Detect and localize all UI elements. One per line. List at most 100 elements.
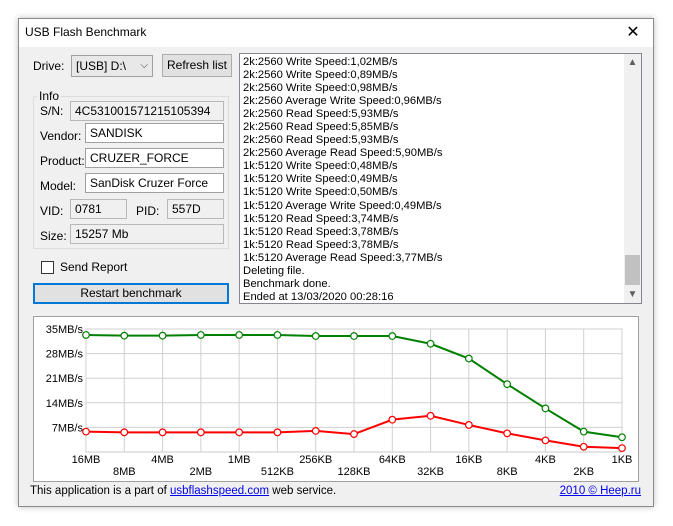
series-1-point (273, 428, 282, 437)
log-line: 2k:2560 Write Speed:0,89MB/s (243, 69, 398, 82)
log-line: Benchmark done. (243, 277, 331, 290)
scroll-down-icon[interactable]: ▼ (627, 289, 638, 300)
drive-select[interactable]: [USB] D:\ ⌵ (71, 55, 153, 77)
drive-label: Drive: (33, 59, 65, 73)
usbflashspeed-link[interactable]: usbflashspeed.com (170, 485, 270, 497)
scroll-thumb[interactable] (625, 255, 640, 285)
series-1-point (158, 428, 167, 437)
vid-label: VID: (40, 204, 64, 218)
app-window: USB Flash Benchmark ✕ Drive: [USB] D:\ ⌵… (18, 18, 654, 507)
series-0-point (388, 332, 397, 340)
series-0-point (235, 331, 244, 339)
y-tick-label: 35MB/s (46, 324, 84, 336)
y-tick-label: 21MB/s (46, 373, 84, 385)
y-tick-label: 28MB/s (46, 349, 84, 361)
log-line: 1k:5120 Average Read Speed:3,77MB/s (243, 251, 443, 264)
log-line: Deleting file. (243, 264, 305, 277)
pid-label: PID: (136, 204, 160, 218)
info-group-title: Info (37, 89, 62, 103)
log-textbox[interactable]: 2k:2560 Write Speed:1,02MB/s 2k:2560 Writ… (239, 53, 642, 304)
log-line: 1k:5120 Write Speed:0,50MB/s (243, 186, 398, 199)
log-line: 2k:2560 Average Write Speed:0,96MB/s (243, 95, 442, 108)
x-tick-label: 256KB (299, 454, 332, 466)
log-line: 2k:2560 Write Speed:1,02MB/s (243, 56, 398, 68)
series-0-point (120, 331, 129, 340)
series-1-point (350, 430, 358, 438)
speed-chart-svg: 35MB/s 28MB/s 21MB/s 14MB/s 7MB/s 16MB 8MB 4MB 2… (46, 324, 633, 478)
copyright-link[interactable]: 2010 © Heep.ru (559, 485, 641, 497)
series-1-point (388, 415, 397, 424)
log-line: 1k:5120 Read Speed:3,78MB/s (243, 225, 399, 238)
series-1-point (196, 428, 205, 437)
series-1-point (579, 442, 588, 451)
log-line: 2k:2560 Average Read Speed:5,90MB/s (243, 147, 443, 160)
size-label: Size: (40, 229, 67, 243)
x-tick-label: 128KB (337, 466, 370, 478)
window-title: USB Flash Benchmark (25, 25, 147, 39)
x-tick-label: 2MB (190, 466, 213, 478)
sn-field: 4C531001571215105394 (70, 101, 224, 121)
series-0-point (426, 339, 435, 348)
series-0-point (158, 331, 167, 340)
log-line: 2k:2560 Read Speed:5,85MB/s (243, 121, 399, 134)
chevron-down-icon: ⌵ (140, 60, 148, 71)
product-field[interactable]: CRUZER_FORCE (85, 148, 224, 168)
log-line: 2k:2560 Read Speed:5,93MB/s (243, 134, 399, 147)
series-0-point (503, 380, 512, 389)
vendor-label: Vendor: (40, 129, 82, 143)
x-tick-label: 64KB (379, 454, 406, 466)
series-1-point (503, 429, 512, 438)
model-field[interactable]: SanDisk Cruzer Force (85, 173, 224, 193)
log-scrollbar[interactable]: ▲ ▼ (624, 54, 641, 303)
footer-text-after: web service. (269, 485, 337, 497)
x-tick-label: 8KB (497, 466, 518, 478)
footer-text-before: This application is a part of (30, 485, 170, 497)
series-1-point (618, 444, 626, 453)
send-report-checkbox[interactable] (41, 261, 54, 274)
scroll-up-icon[interactable]: ▲ (627, 57, 638, 68)
log-line: 1k:5120 Write Speed:0,48MB/s (243, 160, 398, 173)
footer-text: This application is a part of usbflashsp… (30, 485, 336, 497)
log-lines: 2k:2560 Write Speed:1,02MB/s 2k:2560 Writ… (243, 56, 443, 303)
close-icon[interactable]: ✕ (626, 24, 640, 41)
log-line: 1k:5120 Read Speed:3,74MB/s (243, 212, 399, 225)
series-1-point (311, 427, 320, 435)
series-1-point (464, 421, 473, 429)
vendor-field[interactable]: SANDISK (85, 123, 224, 143)
info-group (33, 96, 229, 249)
refresh-list-button[interactable]: Refresh list (162, 54, 232, 77)
series-0-point (579, 427, 588, 436)
x-tick-label: 512KB (261, 466, 294, 478)
log-line: 1k:5120 Write Speed:0,49MB/s (243, 173, 398, 186)
series-1-point (541, 436, 550, 445)
x-tick-label: 4MB (151, 454, 174, 466)
x-tick-label: 16MB (72, 454, 101, 466)
sn-label: S/N: (40, 104, 64, 118)
series-1-point (120, 428, 129, 437)
series-1-point (426, 411, 435, 420)
log-line: 2k:2560 Write Speed:0,98MB/s (243, 82, 398, 95)
send-report-label[interactable]: Send Report (60, 260, 128, 274)
model-label: Model: (40, 179, 77, 193)
x-tick-label: 4KB (535, 454, 556, 466)
series-0-point (273, 331, 282, 339)
size-field: 15257 Mb (70, 224, 224, 244)
series-0-point (541, 404, 550, 413)
series-0-point (464, 354, 473, 363)
x-tick-label: 1MB (228, 454, 251, 466)
x-tick-label: 32KB (417, 466, 444, 478)
restart-benchmark-button[interactable]: Restart benchmark (33, 283, 229, 304)
title-bar: USB Flash Benchmark ✕ (19, 19, 653, 47)
vid-field: 0781 (70, 199, 127, 219)
log-line: 2k:2560 Read Speed:5,93MB/s (243, 108, 399, 121)
series-1-point (82, 427, 90, 436)
series-0-point (196, 331, 205, 339)
series-0-point (350, 332, 358, 340)
log-line: 1k:5120 Average Write Speed:0,49MB/s (243, 199, 442, 212)
x-tick-label: 1KB (612, 454, 633, 466)
pid-field: 557D (167, 199, 224, 219)
drive-select-value: [USB] D:\ (76, 59, 127, 73)
y-tick-label: 7MB/s (52, 422, 84, 434)
series-0-point (618, 433, 626, 442)
x-tick-label: 8MB (113, 466, 136, 478)
